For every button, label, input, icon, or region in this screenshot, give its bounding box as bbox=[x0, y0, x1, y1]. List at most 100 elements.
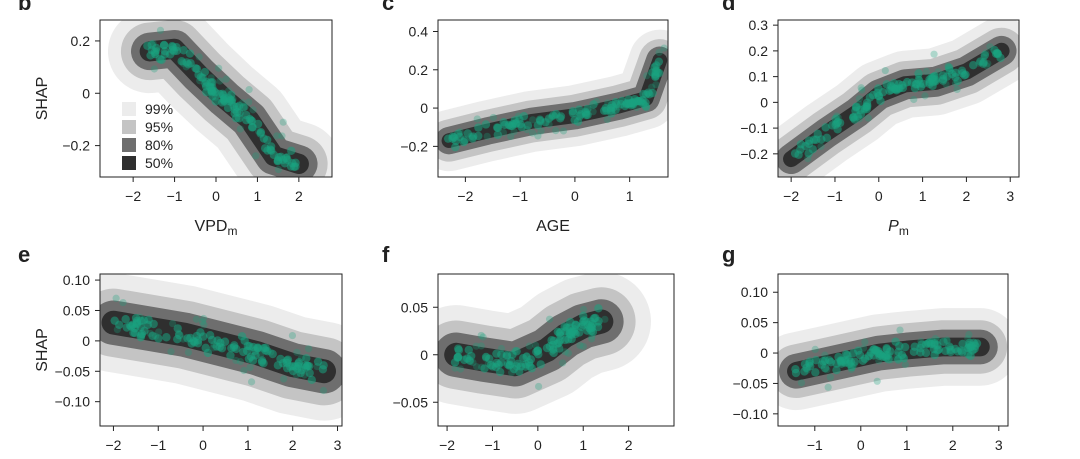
data-point bbox=[564, 349, 572, 357]
data-point bbox=[189, 337, 198, 346]
data-point bbox=[245, 114, 254, 124]
y-tick-label: 0 bbox=[760, 94, 768, 110]
data-point bbox=[849, 113, 857, 121]
data-point bbox=[174, 329, 183, 337]
data-point bbox=[291, 162, 300, 171]
x-tick-label: 0 bbox=[857, 437, 865, 453]
data-point bbox=[808, 145, 817, 154]
data-point bbox=[293, 348, 301, 356]
data-point bbox=[237, 332, 247, 341]
x-tick-label: −1 bbox=[807, 437, 823, 453]
data-point bbox=[456, 365, 465, 373]
data-point bbox=[267, 348, 275, 356]
axes-frame bbox=[437, 273, 675, 427]
legend-swatch bbox=[122, 120, 136, 134]
data-point bbox=[824, 383, 832, 391]
data-point bbox=[497, 344, 506, 353]
x-tick-label: −2 bbox=[783, 188, 799, 204]
data-point bbox=[822, 133, 832, 142]
data-point bbox=[460, 136, 469, 145]
data-point bbox=[642, 104, 651, 112]
data-point bbox=[232, 344, 241, 354]
data-point bbox=[941, 346, 950, 356]
data-point bbox=[982, 62, 991, 70]
data-point bbox=[909, 347, 919, 357]
data-point bbox=[552, 127, 560, 135]
data-point bbox=[259, 134, 269, 143]
data-point bbox=[240, 366, 248, 375]
panel-g: −1 0 1 2 3 −0.10 −0.05 0 0.05 0.10 g bbox=[722, 242, 1009, 453]
data-point bbox=[209, 344, 217, 352]
data-point bbox=[451, 364, 459, 372]
x-tick-label: −1 bbox=[484, 437, 500, 453]
y-tick-label: −0.05 bbox=[733, 375, 769, 391]
data-point bbox=[488, 362, 497, 371]
data-point bbox=[257, 351, 265, 359]
x-tick-label: 1 bbox=[254, 188, 262, 204]
data-point bbox=[921, 348, 931, 358]
data-point bbox=[589, 100, 598, 109]
data-point bbox=[200, 321, 208, 329]
data-point bbox=[463, 129, 472, 138]
y-tick-label: 0.05 bbox=[401, 299, 428, 315]
data-point bbox=[885, 350, 893, 358]
data-point bbox=[246, 363, 254, 372]
data-point bbox=[579, 342, 587, 351]
data-point bbox=[297, 365, 306, 375]
data-point bbox=[846, 357, 856, 367]
data-point bbox=[159, 40, 169, 50]
data-point bbox=[917, 338, 925, 346]
data-point bbox=[931, 77, 939, 85]
data-point bbox=[914, 72, 923, 81]
data-point bbox=[980, 53, 988, 61]
x-tick-label: −1 bbox=[512, 188, 528, 204]
data-point bbox=[278, 132, 286, 140]
data-point bbox=[900, 353, 908, 361]
data-point bbox=[921, 92, 929, 100]
data-point bbox=[451, 142, 460, 152]
data-point bbox=[914, 75, 923, 85]
data-point bbox=[951, 79, 960, 88]
y-tick-label: 0.05 bbox=[741, 315, 768, 331]
data-point bbox=[969, 61, 978, 70]
data-point bbox=[583, 110, 592, 120]
data-point bbox=[497, 350, 506, 359]
data-point bbox=[545, 315, 554, 323]
data-point bbox=[274, 165, 283, 174]
data-point bbox=[588, 332, 596, 340]
data-point bbox=[194, 70, 203, 79]
data-point bbox=[545, 342, 555, 351]
data-point bbox=[971, 340, 979, 348]
data-point bbox=[927, 77, 935, 85]
data-point bbox=[302, 354, 311, 363]
data-point bbox=[836, 357, 845, 365]
data-point bbox=[855, 95, 864, 103]
data-point bbox=[236, 125, 244, 133]
data-point bbox=[529, 116, 537, 124]
x-tick-label: −2 bbox=[439, 437, 455, 453]
x-tick-label: 2 bbox=[625, 437, 633, 453]
data-point bbox=[896, 326, 904, 334]
data-point bbox=[933, 336, 942, 344]
data-point bbox=[125, 321, 135, 330]
data-point bbox=[559, 359, 567, 367]
y-tick-label: 0.1 bbox=[749, 69, 769, 85]
data-point bbox=[533, 346, 543, 355]
data-point bbox=[579, 311, 588, 321]
data-point bbox=[993, 49, 1002, 58]
data-point bbox=[579, 305, 588, 314]
data-point bbox=[136, 331, 146, 340]
data-point bbox=[875, 357, 883, 365]
data-point bbox=[169, 46, 179, 56]
data-point bbox=[192, 315, 201, 323]
data-point bbox=[966, 351, 975, 361]
data-point bbox=[307, 375, 316, 385]
data-point bbox=[216, 338, 225, 348]
legend-swatch bbox=[122, 156, 136, 170]
data-point bbox=[313, 357, 323, 366]
data-point bbox=[871, 346, 880, 355]
y-tick-label: 0 bbox=[420, 100, 428, 116]
data-point bbox=[232, 107, 242, 117]
panel-d: −2 −1 0 1 2 3 −0.2 −0.1 0 0.1 0.2 0.3 Pm d bbox=[722, 0, 1020, 238]
data-point bbox=[853, 112, 862, 121]
